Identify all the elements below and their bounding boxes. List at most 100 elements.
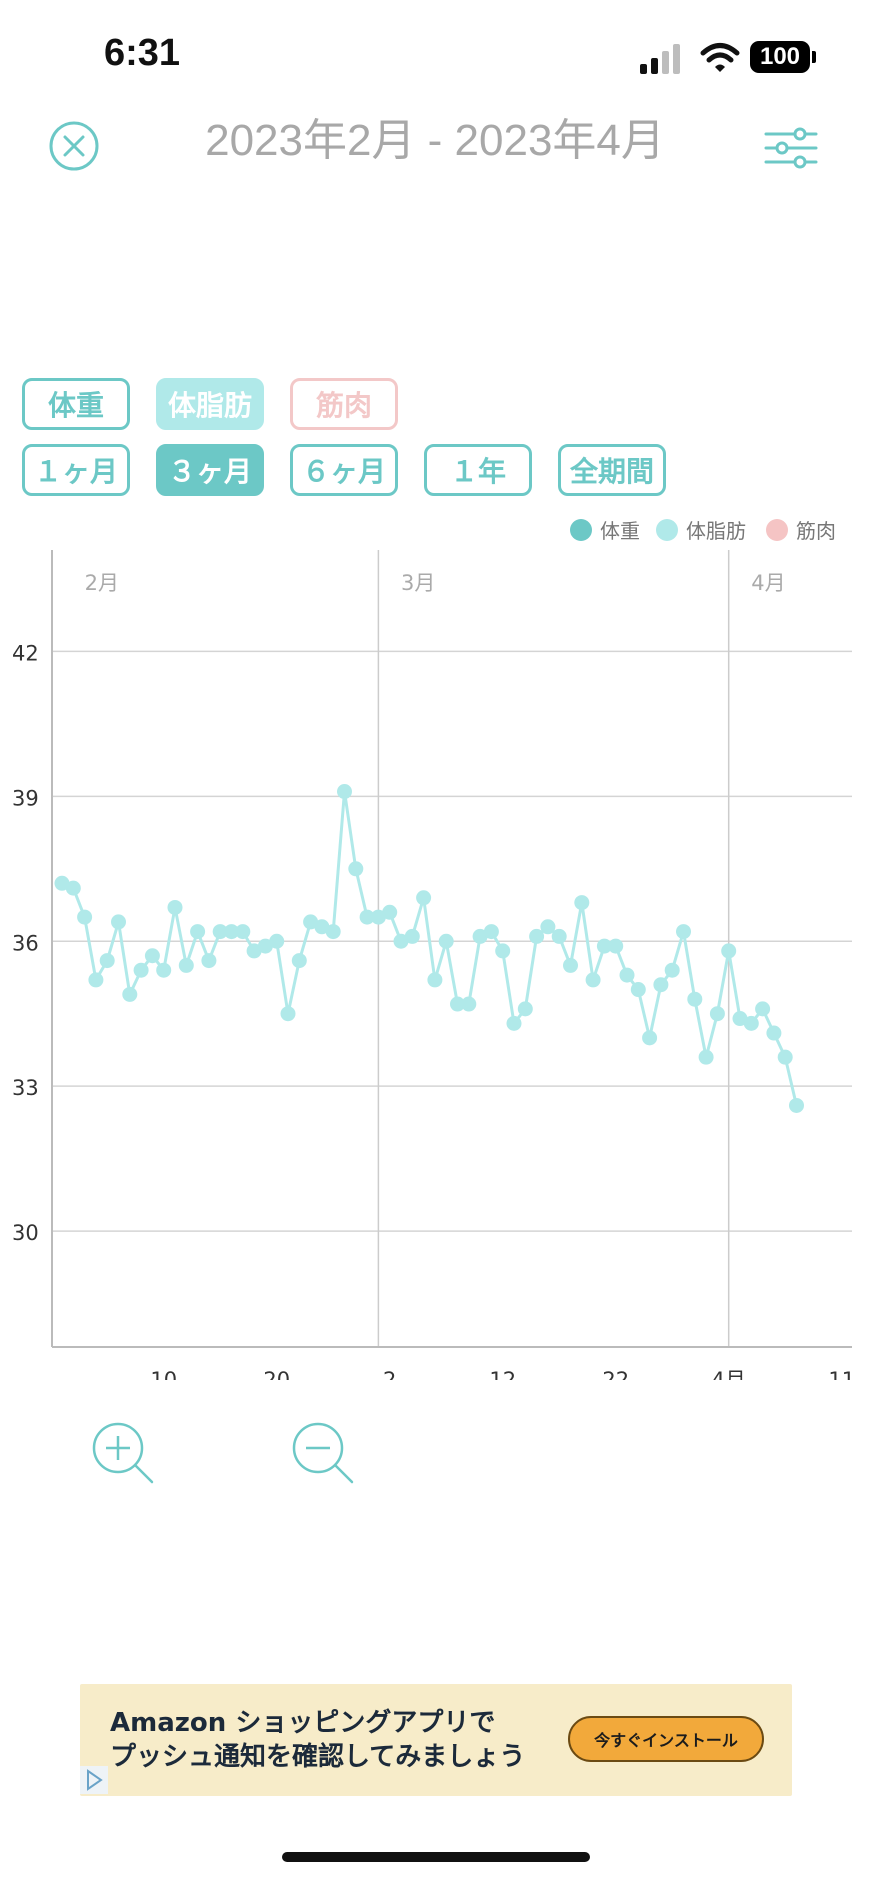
ad-text: Amazon ショッピングアプリで プッシュ通知を確認してみましょう: [110, 1706, 525, 1774]
home-indicator: [282, 1852, 590, 1862]
data-point: [88, 972, 104, 988]
legend-body-fat-label: 体脂肪: [686, 519, 746, 543]
data-point: [404, 928, 420, 944]
chart-labels: 30 33 36 39 42 2月 3月 4月 10 20 2 12 22 4月 11: [12, 571, 855, 1380]
settings-sliders-icon[interactable]: [764, 124, 818, 172]
data-point: [382, 904, 398, 920]
y-tick-label: 36: [12, 931, 39, 955]
month-label: 4月: [751, 571, 785, 595]
legend-body-fat-swatch: [656, 518, 678, 541]
data-point: [212, 924, 228, 940]
data-point: [201, 953, 217, 969]
data-point: [99, 953, 115, 969]
legend-muscle: 筋肉: [766, 515, 836, 544]
data-point: [721, 943, 737, 959]
body-fat-line-chart[interactable]: 30 33 36 39 42 2月 3月 4月 10 20 2 12 22 4月 11: [0, 540, 870, 1380]
data-point: [495, 943, 511, 959]
data-point: [608, 938, 624, 954]
data-point: [122, 986, 138, 1002]
x-tick-label: 20: [263, 1368, 290, 1380]
chart-axes: [51, 550, 852, 1348]
data-point: [144, 948, 160, 964]
month-label: 2月: [85, 571, 119, 595]
chip-body-fat[interactable]: 体脂肪: [156, 378, 264, 430]
data-point: [337, 784, 352, 800]
close-icon[interactable]: [48, 120, 100, 172]
data-point: [167, 899, 183, 915]
x-tick-label: 12: [489, 1368, 516, 1380]
data-point: [563, 957, 578, 973]
data-point: [190, 924, 206, 940]
data-point: [551, 928, 567, 944]
chip-weight[interactable]: 体重: [22, 378, 130, 430]
x-tick-label: 22: [602, 1368, 629, 1380]
data-point: [111, 914, 126, 930]
data-point: [450, 996, 465, 1012]
legend-weight: 体重: [570, 515, 640, 544]
month-label: 3月: [401, 571, 435, 595]
data-point: [269, 933, 285, 949]
data-point: [359, 909, 375, 925]
data-point: [156, 962, 172, 978]
data-point: [789, 1097, 804, 1113]
data-point: [619, 967, 635, 983]
range-6-months[interactable]: ６ヶ月: [290, 444, 398, 496]
data-point: [676, 924, 691, 940]
ad-line-1: Amazon ショッピングアプリで: [110, 1708, 496, 1738]
data-point: [755, 1001, 771, 1017]
data-point: [517, 1001, 533, 1017]
data-point: [77, 909, 93, 925]
legend-muscle-label: 筋肉: [796, 519, 836, 543]
y-tick-label: 42: [12, 641, 39, 665]
data-point: [303, 914, 319, 930]
data-point: [461, 996, 477, 1012]
legend-muscle-swatch: [766, 518, 788, 541]
zoom-in-icon[interactable]: [90, 1420, 160, 1490]
data-point: [438, 933, 454, 949]
data-point: [653, 977, 669, 993]
battery-indicator: 100: [750, 41, 810, 73]
range-1-month[interactable]: １ヶ月: [22, 444, 130, 496]
legend-weight-label: 体重: [600, 519, 640, 543]
data-point: [585, 972, 601, 988]
ad-banner[interactable]: Amazon ショッピングアプリで プッシュ通知を確認してみましょう 今すぐイン…: [80, 1684, 792, 1796]
data-point: [246, 943, 262, 959]
cellular-signal-icon: [640, 44, 680, 74]
data-point: [314, 919, 330, 935]
data-point: [235, 924, 251, 940]
ad-choices-icon[interactable]: [80, 1766, 108, 1794]
data-point: [370, 909, 386, 925]
data-point: [472, 928, 488, 944]
data-point: [664, 962, 680, 978]
data-point: [133, 962, 149, 978]
data-point: [427, 972, 443, 988]
data-point: [642, 1030, 658, 1046]
range-1-year[interactable]: １年: [424, 444, 532, 496]
data-point: [257, 938, 273, 954]
data-point: [630, 982, 646, 998]
ad-install-button[interactable]: 今すぐインストール: [568, 1716, 764, 1762]
data-point: [483, 924, 499, 940]
chart-series-points: [54, 784, 804, 1113]
data-point: [709, 1006, 725, 1022]
ad-line-2: プッシュ通知を確認してみましょう: [110, 1742, 526, 1772]
x-tick-label: 10: [150, 1368, 177, 1380]
data-point: [596, 938, 612, 954]
y-tick-label: 39: [12, 786, 39, 810]
chip-muscle[interactable]: 筋肉: [290, 378, 398, 430]
zoom-out-icon[interactable]: [290, 1420, 360, 1490]
y-tick-label: 33: [12, 1076, 39, 1100]
x-tick-label: 11: [828, 1368, 855, 1380]
data-point: [224, 924, 239, 940]
data-point: [280, 1006, 296, 1022]
data-point: [416, 890, 432, 906]
wifi-icon: [700, 43, 740, 72]
data-point: [393, 933, 409, 949]
range-all-time[interactable]: 全期間: [558, 444, 666, 496]
status-time: 6:31: [104, 32, 181, 74]
data-point: [291, 953, 307, 969]
x-tick-label: 4月: [712, 1368, 746, 1380]
data-point: [54, 875, 70, 891]
data-point: [65, 880, 81, 896]
range-3-months[interactable]: ３ヶ月: [156, 444, 264, 496]
